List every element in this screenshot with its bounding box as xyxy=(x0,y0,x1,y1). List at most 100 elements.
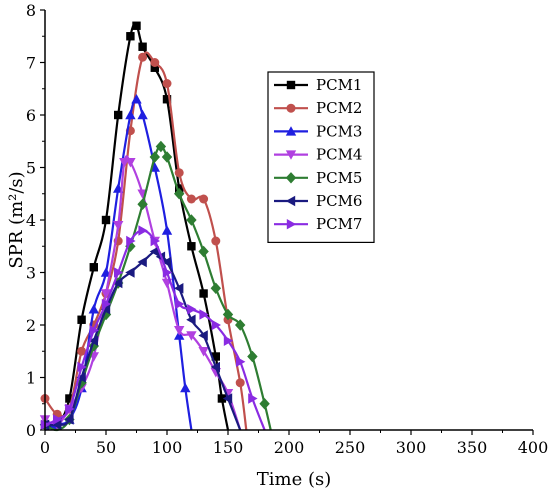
y-tick-label: 3 xyxy=(26,264,36,283)
x-axis-title: Time (s) xyxy=(257,469,332,490)
x-tick-label: 100 xyxy=(152,438,183,457)
data-point-pcm5 xyxy=(235,319,246,331)
legend-label: PCM1 xyxy=(316,76,362,94)
data-point-pcm2 xyxy=(235,378,245,388)
x-tick-label: 400 xyxy=(518,438,549,457)
legend-box xyxy=(267,71,375,243)
data-point-pcm1 xyxy=(162,95,172,104)
data-point-pcm7 xyxy=(65,403,75,415)
legend-marker-pcm4 xyxy=(285,150,297,160)
data-point-pcm6 xyxy=(125,267,135,278)
x-tick-label: 300 xyxy=(396,438,427,457)
data-point-pcm5 xyxy=(247,350,258,363)
data-point-pcm3 xyxy=(180,382,191,393)
legend-marker-pcm6 xyxy=(285,195,296,207)
data-point-pcm2 xyxy=(211,236,221,246)
data-point-pcm5 xyxy=(259,398,270,410)
data-point-pcm1 xyxy=(150,63,159,72)
legend-marker-pcm3 xyxy=(285,126,297,136)
data-point-pcm4 xyxy=(198,347,209,357)
legend-label: PCM3 xyxy=(316,122,362,140)
data-point-pcm2 xyxy=(77,346,87,356)
data-point-pcm4 xyxy=(113,221,124,231)
legend-label: PCM2 xyxy=(316,99,362,117)
data-point-pcm7 xyxy=(138,225,148,236)
legend-item-pcm5: PCM5 xyxy=(274,169,362,187)
data-point-pcm3 xyxy=(125,109,136,120)
legend: PCM1 PCM2 PCM3 PCM4 PCM5 PCM6 PCM7 xyxy=(267,71,375,243)
data-point-pcm5 xyxy=(222,308,234,321)
data-point-pcm1 xyxy=(199,289,208,298)
data-point-pcm7 xyxy=(248,393,258,404)
legend-item-pcm1: PCM1 xyxy=(274,76,362,94)
data-point-pcm4 xyxy=(100,289,112,299)
x-tick-label: 350 xyxy=(457,438,488,457)
data-point-pcm4 xyxy=(125,158,136,168)
data-point-pcm6 xyxy=(186,314,196,325)
legend-item-pcm2: PCM2 xyxy=(274,99,362,117)
x-tick-label: 50 xyxy=(96,438,116,457)
data-point-pcm7 xyxy=(236,356,246,367)
data-point-pcm7 xyxy=(89,325,99,336)
data-point-pcm7 xyxy=(162,267,173,278)
y-axis-title: SPR (m²/s) xyxy=(6,171,27,268)
data-point-pcm6 xyxy=(174,283,184,294)
x-tick-label: 150 xyxy=(213,438,244,457)
data-point-pcm2 xyxy=(174,168,184,178)
data-point-pcm1 xyxy=(101,215,111,225)
data-point-pcm3 xyxy=(161,225,173,235)
data-point-pcm4 xyxy=(186,331,197,341)
data-point-pcm5 xyxy=(174,188,185,200)
data-point-pcm1 xyxy=(217,394,227,403)
data-point-pcm6 xyxy=(137,256,147,268)
data-point-pcm6 xyxy=(88,335,98,346)
data-point-pcm7 xyxy=(101,298,112,310)
data-point-pcm6 xyxy=(113,277,123,289)
data-point-pcm7 xyxy=(187,304,197,315)
y-tick-label: 2 xyxy=(26,316,36,335)
data-point-pcm2 xyxy=(162,79,172,88)
y-tick-label: 8 xyxy=(26,1,36,20)
data-point-pcm6 xyxy=(161,256,172,268)
x-tick-label: 200 xyxy=(274,438,305,457)
data-point-pcm7 xyxy=(223,335,234,346)
legend-label: PCM4 xyxy=(316,146,362,164)
legend-label: PCM6 xyxy=(316,192,362,210)
x-tick-label: 0 xyxy=(40,438,50,457)
data-point-pcm5 xyxy=(161,151,173,163)
data-point-pcm6 xyxy=(198,330,208,341)
data-point-pcm5 xyxy=(210,282,221,294)
data-point-pcm6 xyxy=(149,246,159,257)
legend-marker-pcm1 xyxy=(286,80,296,90)
data-point-pcm7 xyxy=(199,309,209,320)
data-point-pcm7 xyxy=(211,319,221,331)
data-point-pcm6 xyxy=(52,419,62,430)
series-line-pcm6 xyxy=(44,250,242,431)
y-tick-label: 5 xyxy=(26,159,36,178)
legend-item-pcm3: PCM3 xyxy=(274,122,362,140)
legend-item-pcm4: PCM4 xyxy=(274,146,362,164)
data-point-pcm6 xyxy=(210,361,220,373)
data-point-pcm3 xyxy=(88,304,99,314)
data-point-pcm1 xyxy=(126,32,135,41)
data-point-pcm7 xyxy=(53,414,63,425)
data-point-pcm1 xyxy=(132,21,141,30)
axes: 0 50 100 150 200 250 300 350 400 0 1 2 3 4 5 6 7 8 xyxy=(26,1,548,457)
legend-label: PCM5 xyxy=(316,169,362,187)
data-point-pcm2 xyxy=(199,194,209,204)
data-point-pcm1 xyxy=(187,242,196,251)
series-pcm4 xyxy=(39,155,242,431)
data-point-pcm6 xyxy=(222,393,233,404)
x-tick-label: 250 xyxy=(335,438,366,457)
data-point-pcm5 xyxy=(149,151,160,163)
data-point-pcm7 xyxy=(150,235,160,247)
data-point-pcm2 xyxy=(150,58,160,67)
data-point-pcm1 xyxy=(114,110,123,120)
data-point-pcm2 xyxy=(186,194,196,204)
data-point-pcm6 xyxy=(76,372,86,383)
plot-area xyxy=(39,21,272,432)
data-point-pcm5 xyxy=(198,245,209,258)
data-point-pcm7 xyxy=(175,298,185,310)
legend-label: PCM7 xyxy=(316,215,362,233)
